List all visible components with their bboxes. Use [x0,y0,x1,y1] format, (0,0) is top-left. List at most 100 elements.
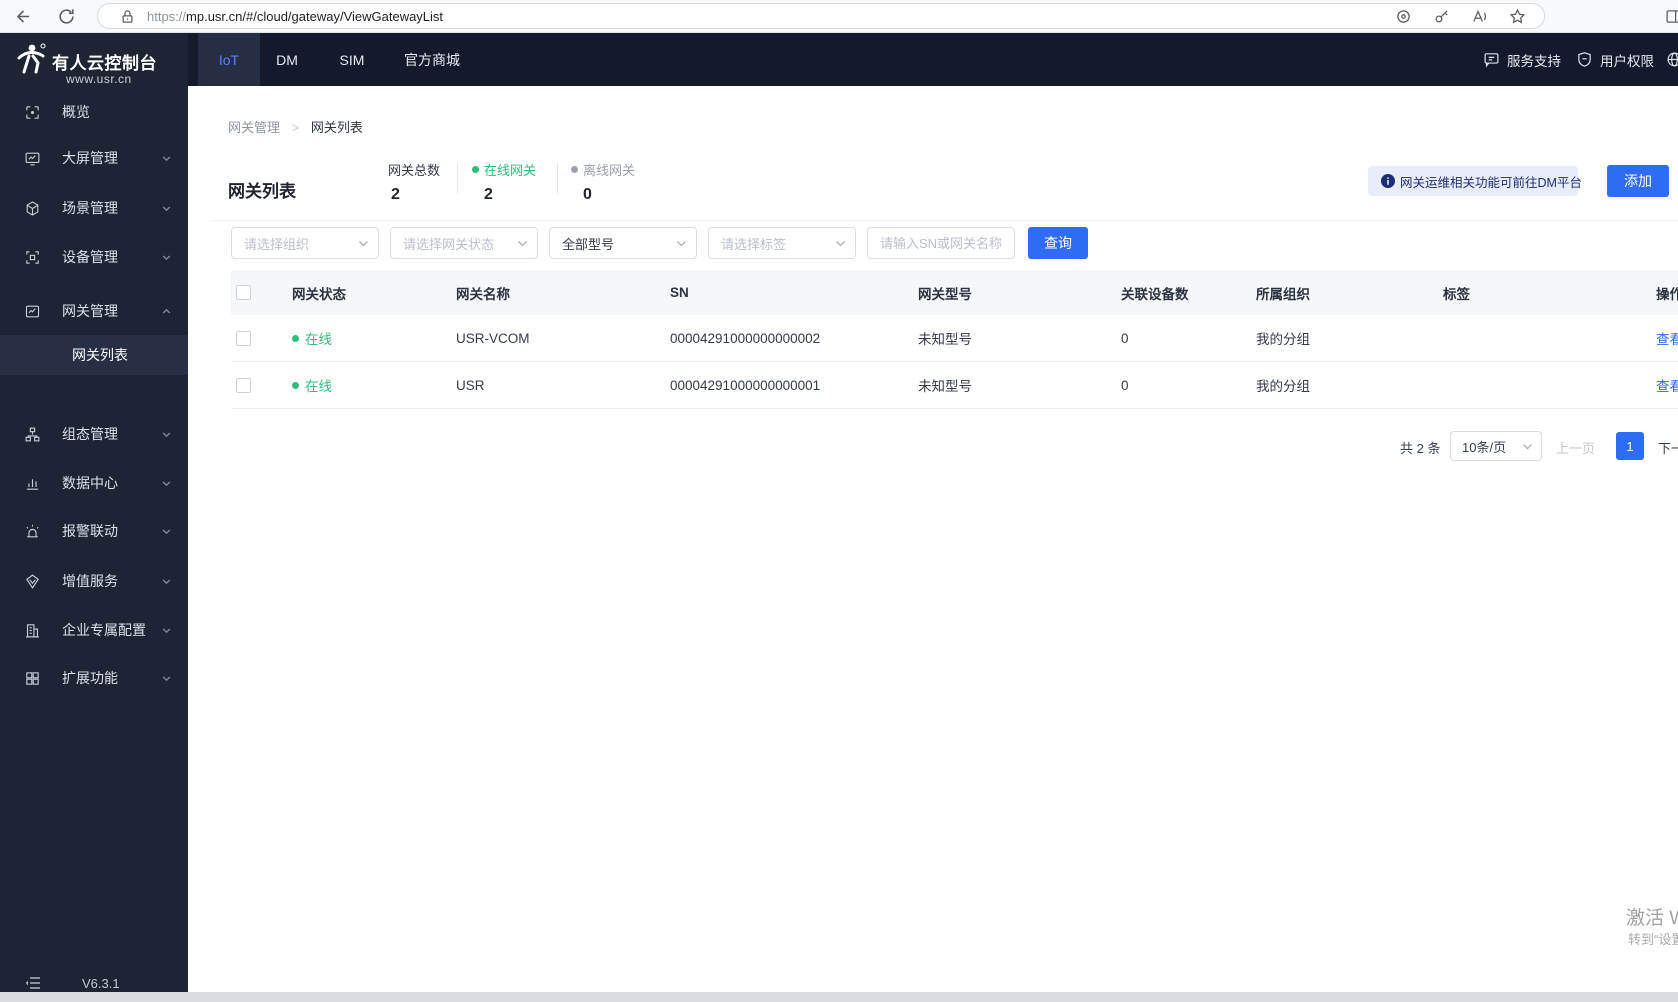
sidebar-item-enterprise[interactable]: 企业专属配置 [0,614,188,646]
page-size-select[interactable]: 10条/页 [1450,431,1542,461]
org-select[interactable]: 请选择组织 [231,227,379,259]
windows-activation-watermark-line1: 激活 Windows [1626,908,1678,929]
offline-dot-icon [571,166,578,173]
tag-select[interactable]: 请选择标签 [708,227,856,259]
tab-sim[interactable]: SIM [336,33,368,86]
url-protocol: https:// [147,9,187,24]
url-text[interactable]: https://mp.usr.cn/#/cloud/gateway/ViewGa… [147,9,443,24]
search-button[interactable]: 查询 [1028,227,1088,259]
col-gateway-model: 网关型号 [918,286,972,302]
user-permissions[interactable]: 用户权限 [1576,33,1654,86]
refresh-icon[interactable] [57,7,76,26]
main-content [188,86,1678,992]
chevron-down-icon [162,155,171,161]
row-checkbox[interactable] [236,377,251,393]
current-page-button[interactable]: 1 [1616,432,1644,460]
pagination-total: 共 2 条 [1400,441,1441,456]
sidebar-item-devices[interactable]: 设备管理 [0,241,188,273]
row-checkbox[interactable] [236,330,251,346]
col-sn: SN [670,285,689,300]
back-icon[interactable] [14,7,33,26]
sidebar-item-scene[interactable]: 场景管理 [0,192,188,224]
sidebar-item-label: 场景管理 [62,200,118,216]
tab-official-mall[interactable]: 官方商城 [402,33,462,86]
stat-value: 2 [391,186,400,203]
sidebar-item-alarm[interactable]: 报警联动 [0,515,188,547]
logo[interactable]: 有人云控制台 www.usr.cn [0,38,188,96]
globe-language-icon[interactable] [1666,51,1678,68]
sidebar-item-vas[interactable]: 增值服务 [0,565,188,597]
lock-icon[interactable] [120,9,135,24]
stat-offline-gateways[interactable]: 离线网关 0 [571,160,635,204]
favorite-star-icon[interactable] [1509,8,1526,25]
sn-search-input[interactable] [867,227,1015,259]
location-icon[interactable] [1395,8,1412,25]
chevron-down-icon [162,578,171,584]
sidebar-item-extensions[interactable]: 扩展功能 [0,662,188,694]
browser-toolbar: https://mp.usr.cn/#/cloud/gateway/ViewGa… [0,0,1678,33]
sidebar-item-configuration[interactable]: 组态管理 [0,418,188,450]
gem-icon [26,573,39,589]
sidebar-item-label: 报警联动 [62,523,118,539]
page-size-value: 10条/页 [1462,439,1507,455]
chevron-down-icon [359,241,368,247]
sidebar-subitem-gateway-list[interactable]: 网关列表 [0,335,188,375]
password-key-icon[interactable] [1433,8,1450,25]
prev-page-button[interactable]: 上一页 [1556,441,1596,456]
col-gateway-name: 网关名称 [456,286,510,302]
breadcrumb-parent[interactable]: 网关管理 [228,120,281,135]
tab-label: 官方商城 [404,51,460,68]
tag-select-placeholder: 请选择标签 [721,236,787,252]
service-support[interactable]: 服务支持 [1483,33,1561,86]
read-aloud-icon[interactable] [1471,8,1488,25]
address-bar[interactable] [97,3,1545,29]
status-badge: 在线 [292,375,456,395]
browser-sidebar-icon[interactable] [1665,8,1678,25]
add-gateway-button[interactable]: 添加 [1607,165,1669,197]
overview-icon [26,105,39,119]
view-link[interactable]: 查看 [1656,332,1678,347]
view-link[interactable]: 查看 [1656,379,1678,394]
gateway-sn: 00004291000000000001 [670,377,821,393]
sidebar-item-label: 数据中心 [62,475,118,491]
chevron-down-icon [162,480,171,486]
table-row: 在线 USR-VCOM 00004291000000000002 未知型号 0 … [231,315,1678,362]
gateway-sn: 00004291000000000002 [670,330,821,346]
col-tags: 标签 [1443,286,1470,302]
sidebar-item-label: 概览 [62,104,90,120]
gateway-model: 未知型号 [918,332,972,347]
tab-iot[interactable]: IoT [198,33,260,86]
siren-icon [26,524,39,537]
chat-bubble-icon [1484,53,1499,68]
online-dot-icon [472,166,479,173]
chevron-down-icon [677,241,686,247]
tab-dm[interactable]: DM [272,33,302,86]
chevron-down-icon [518,241,527,247]
sidebar-item-gateway[interactable]: 网关管理 [0,295,188,327]
bar-chart-icon [26,478,39,490]
sidebar-item-label: 组态管理 [62,426,118,442]
sidebar-item-label: 增值服务 [62,573,118,589]
screen-icon [25,152,40,165]
table-row: 在线 USR 00004291000000000001 未知型号 0 我的分组 … [231,362,1678,409]
notice-text: 网关运维相关功能可前往DM平台 [1400,175,1582,190]
device-icon [26,250,39,264]
collapse-sidebar-icon[interactable] [25,976,41,990]
sidebar-item-bigscreen[interactable]: 大屏管理 [0,142,188,174]
sidebar-item-label: 企业专属配置 [62,622,146,638]
stat-value: 2 [484,186,493,203]
next-page-button[interactable]: 下一页 [1658,441,1678,456]
breadcrumb: 网关管理 > 网关列表 [228,117,363,136]
horizontal-scrollbar-track[interactable] [0,992,1678,1002]
select-all-checkbox[interactable] [236,285,251,300]
logo-subtitle: www.usr.cn [66,72,132,86]
sidebar-item-overview[interactable]: 概览 [0,96,188,128]
tab-label: SIM [339,51,365,68]
table-header-row: 网关状态 网关名称 SN 网关型号 关联设备数 所属组织 标签 操作 [231,270,1678,315]
sidebar-item-datacenter[interactable]: 数据中心 [0,467,188,499]
model-select[interactable]: 全部型号 [549,227,697,259]
stat-online-gateways[interactable]: 在线网关 2 [472,160,536,204]
gateway-status-select[interactable]: 请选择网关状态 [390,227,538,259]
chevron-down-icon [162,627,171,633]
